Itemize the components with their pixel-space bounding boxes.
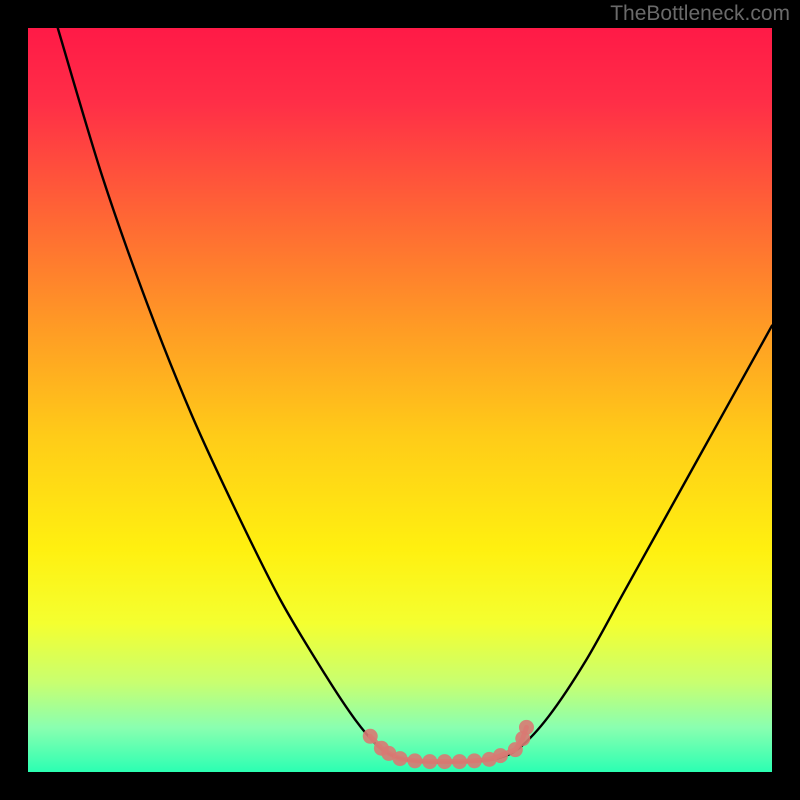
scatter-point bbox=[422, 754, 437, 769]
chart-container: TheBottleneck.com bbox=[0, 0, 800, 800]
watermark-text: TheBottleneck.com bbox=[610, 2, 790, 26]
scatter-point bbox=[493, 748, 508, 763]
scatter-point bbox=[452, 754, 467, 769]
scatter-point bbox=[467, 753, 482, 768]
scatter-point bbox=[437, 754, 452, 769]
plot-background bbox=[28, 28, 772, 772]
plot-svg bbox=[0, 0, 800, 800]
scatter-point bbox=[393, 751, 408, 766]
scatter-point bbox=[519, 720, 534, 735]
scatter-point bbox=[407, 753, 422, 768]
scatter-point bbox=[363, 729, 378, 744]
